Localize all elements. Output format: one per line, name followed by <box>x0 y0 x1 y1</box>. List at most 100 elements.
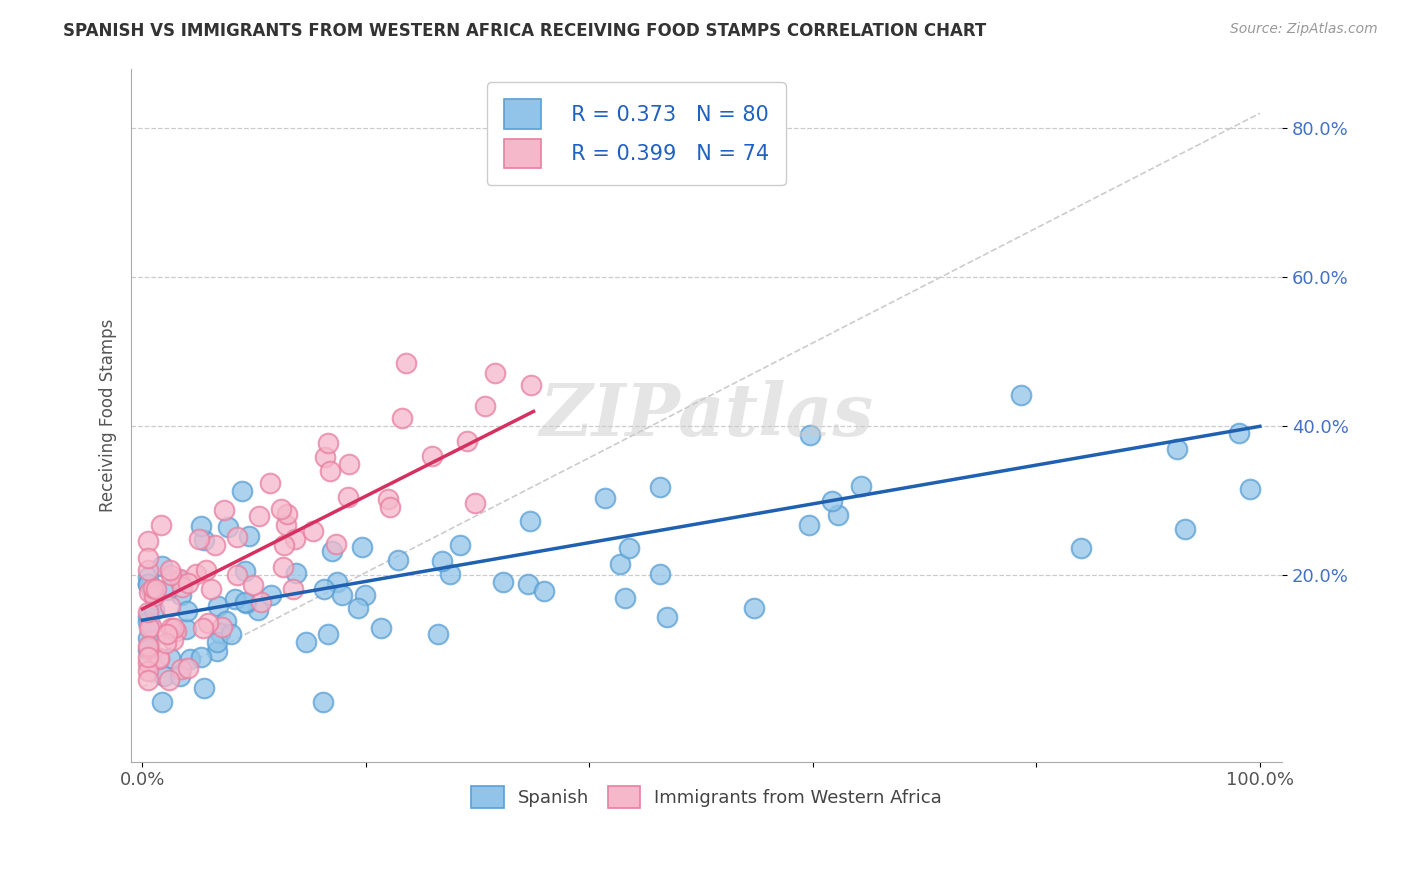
Point <box>159 651 181 665</box>
Point <box>225 568 247 582</box>
Point <box>235 596 257 610</box>
Point <box>215 614 238 628</box>
Point <box>370 621 392 635</box>
Point <box>1010 388 1032 402</box>
Point <box>439 566 461 581</box>
Point <box>187 532 209 546</box>
Point <box>136 639 159 653</box>
Point <box>138 640 160 655</box>
Point <box>1227 426 1250 441</box>
Point <box>142 582 165 596</box>
Point <box>430 554 453 568</box>
Point <box>347 600 370 615</box>
Point <box>319 464 342 478</box>
Point <box>395 356 418 370</box>
Point <box>420 449 443 463</box>
Point <box>136 664 159 678</box>
Point <box>143 603 166 617</box>
Point <box>517 577 540 591</box>
Point <box>136 605 159 619</box>
Point <box>377 492 399 507</box>
Point <box>742 600 765 615</box>
Point <box>136 615 159 629</box>
Point <box>1070 541 1092 556</box>
Point <box>207 599 229 613</box>
Point <box>484 366 506 380</box>
Point <box>533 584 555 599</box>
Point <box>138 585 160 599</box>
Legend: Spanish, Immigrants from Western Africa: Spanish, Immigrants from Western Africa <box>464 779 949 815</box>
Point <box>148 651 170 665</box>
Point <box>170 580 193 594</box>
Point <box>246 603 269 617</box>
Point <box>650 480 672 494</box>
Point <box>1166 442 1188 457</box>
Point <box>312 582 335 597</box>
Point <box>136 631 159 645</box>
Point <box>136 551 159 566</box>
Point <box>273 539 295 553</box>
Point <box>170 588 193 602</box>
Point <box>163 621 186 635</box>
Point <box>212 502 235 516</box>
Point <box>211 620 233 634</box>
Point <box>224 592 246 607</box>
Point <box>492 574 515 589</box>
Point <box>456 434 478 448</box>
Point <box>197 616 219 631</box>
Point <box>655 609 678 624</box>
Point <box>193 681 215 695</box>
Point <box>157 673 180 687</box>
Point <box>148 650 170 665</box>
Point <box>136 577 159 591</box>
Point <box>273 560 295 574</box>
Point <box>330 588 353 602</box>
Point <box>176 661 198 675</box>
Point <box>821 494 844 508</box>
Point <box>276 508 298 522</box>
Point <box>285 566 308 581</box>
Point <box>326 574 349 589</box>
Point <box>159 621 181 635</box>
Point <box>276 517 298 532</box>
Point <box>209 626 232 640</box>
Point <box>235 594 257 608</box>
Point <box>225 531 247 545</box>
Point <box>136 563 159 577</box>
Point <box>247 509 270 524</box>
Point <box>797 517 820 532</box>
Point <box>205 634 228 648</box>
Point <box>193 533 215 547</box>
Point <box>138 638 160 652</box>
Point <box>139 619 162 633</box>
Point <box>186 566 208 581</box>
Point <box>449 538 471 552</box>
Point <box>141 583 163 598</box>
Point <box>474 399 496 413</box>
Point <box>316 436 339 450</box>
Point <box>150 695 173 709</box>
Point <box>380 500 402 515</box>
Point <box>391 411 413 425</box>
Point <box>314 450 336 465</box>
Point <box>136 657 159 671</box>
Point <box>138 621 160 635</box>
Point <box>136 610 159 624</box>
Point <box>1239 482 1261 496</box>
Point <box>350 540 373 554</box>
Point <box>190 649 212 664</box>
Point <box>337 458 360 472</box>
Point <box>221 627 243 641</box>
Point <box>167 574 190 588</box>
Point <box>427 627 450 641</box>
Point <box>179 652 201 666</box>
Point <box>648 567 671 582</box>
Point <box>136 576 159 591</box>
Point <box>145 582 167 596</box>
Point <box>464 496 486 510</box>
Point <box>152 669 174 683</box>
Point <box>170 662 193 676</box>
Point <box>281 582 304 597</box>
Point <box>156 626 179 640</box>
Point <box>205 643 228 657</box>
